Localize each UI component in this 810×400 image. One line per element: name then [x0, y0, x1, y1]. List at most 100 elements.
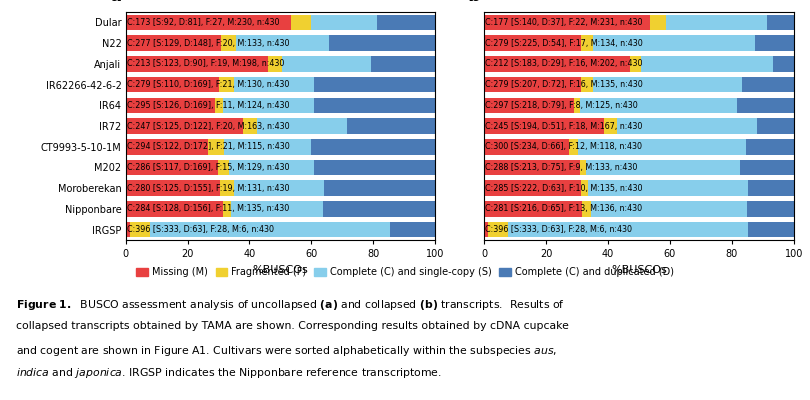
Text: C:288 [S:213, D:75], F:9, M:133, n:430: C:288 [S:213, D:75], F:9, M:133, n:430 — [485, 163, 637, 172]
Bar — [742, 77, 794, 92]
Bar — [740, 160, 794, 175]
Bar — [126, 139, 208, 154]
Bar — [746, 139, 794, 154]
Bar — [219, 160, 229, 175]
Bar — [484, 14, 650, 30]
Bar — [126, 77, 220, 92]
Text: C:396 [S:333, D:63], F:28, M:6, n:430: C:396 [S:333, D:63], F:28, M:6, n:430 — [127, 225, 274, 234]
Bar — [292, 14, 311, 30]
Text: C:300 [S:234, D:66], F:12, M:118, n:430: C:300 [S:234, D:66], F:12, M:118, n:430 — [485, 142, 642, 151]
X-axis label: %BUSCOs: %BUSCOs — [611, 264, 667, 274]
Text: C:245 [S:194, D:51], F:18, M:167, n:430: C:245 [S:194, D:51], F:18, M:167, n:430 — [485, 122, 642, 130]
Bar — [126, 160, 219, 175]
Bar — [582, 201, 591, 217]
Bar — [484, 139, 569, 154]
Bar — [150, 222, 390, 238]
Text: b: b — [468, 0, 481, 5]
Bar — [126, 14, 292, 30]
Bar — [667, 14, 767, 30]
Text: C:285 [S:222, D:63], F:10, M:135, n:430: C:285 [S:222, D:63], F:10, M:135, n:430 — [485, 184, 642, 193]
Bar — [323, 201, 436, 217]
Bar — [509, 222, 748, 238]
Bar — [233, 180, 324, 196]
Bar — [311, 14, 377, 30]
Bar — [488, 222, 509, 238]
Bar — [748, 180, 794, 196]
Text: C:286 [S:117, D:169], F:15, M:129, n:430: C:286 [S:117, D:169], F:15, M:129, n:430 — [127, 163, 289, 172]
Text: and cogent are shown in Figure A1. Cultivars were sorted alphabetically within t: and cogent are shown in Figure A1. Culti… — [16, 344, 557, 358]
Bar — [347, 118, 436, 134]
Bar — [208, 139, 224, 154]
Bar — [747, 201, 794, 217]
Bar — [484, 222, 488, 238]
Bar — [311, 139, 436, 154]
Bar — [220, 180, 233, 196]
Text: C:396 [S:333, D:63], F:28, M:6, n:430: C:396 [S:333, D:63], F:28, M:6, n:430 — [485, 225, 633, 234]
Bar — [484, 77, 582, 92]
Bar — [569, 139, 578, 154]
Bar — [593, 35, 755, 51]
Bar — [126, 118, 243, 134]
Bar — [574, 98, 580, 113]
Text: C:213 [S:123, D:90], F:19, M:198, n:430: C:213 [S:123, D:90], F:19, M:198, n:430 — [127, 59, 284, 68]
Bar — [224, 139, 312, 154]
Bar — [126, 201, 223, 217]
Bar — [370, 56, 436, 72]
Text: C:247 [S:125, D:122], F:20, M:163, n:430: C:247 [S:125, D:122], F:20, M:163, n:430 — [127, 122, 289, 130]
Bar — [581, 35, 593, 51]
Text: C:277 [S:129, D:148], F:20, M:133, n:430: C:277 [S:129, D:148], F:20, M:133, n:430 — [127, 38, 289, 48]
Text: a: a — [110, 0, 122, 5]
Bar — [324, 180, 436, 196]
Bar — [582, 77, 593, 92]
Bar — [484, 118, 604, 134]
Text: C:281 [S:216, D:65], F:13, M:136, n:430: C:281 [S:216, D:65], F:13, M:136, n:430 — [485, 204, 642, 214]
Text: C:177 [S:140, D:37], F:22, M:231, n:430: C:177 [S:140, D:37], F:22, M:231, n:430 — [485, 18, 642, 27]
Text: C:295 [S:126, D:169], F:11, M:124, n:430: C:295 [S:126, D:169], F:11, M:124, n:430 — [127, 101, 289, 110]
Text: C:212 [S:183, D:29], F:16, M:202, n:430: C:212 [S:183, D:29], F:16, M:202, n:430 — [485, 59, 642, 68]
Text: collapsed transcripts obtained by TAMA are shown. Corresponding results obtained: collapsed transcripts obtained by TAMA a… — [16, 321, 569, 331]
Bar — [580, 160, 586, 175]
Bar — [126, 222, 130, 238]
Bar — [229, 160, 313, 175]
Bar — [484, 35, 581, 51]
Bar — [737, 98, 794, 113]
Bar — [591, 201, 747, 217]
Bar — [757, 118, 794, 134]
Bar — [126, 98, 215, 113]
Bar — [268, 56, 282, 72]
Text: C:279 [S:207, D:72], F:16, M:135, n:430: C:279 [S:207, D:72], F:16, M:135, n:430 — [485, 80, 643, 89]
Bar — [593, 77, 742, 92]
Bar — [220, 77, 234, 92]
Bar — [773, 56, 794, 72]
Bar — [390, 222, 436, 238]
Bar — [223, 98, 313, 113]
Bar — [126, 56, 268, 72]
Text: C:297 [S:218, D:79], F:8, M:125, n:430: C:297 [S:218, D:79], F:8, M:125, n:430 — [485, 101, 638, 110]
Legend: Missing (M), Fragmented (F), Complete (C) and single-copy (S), Complete (C) and : Missing (M), Fragmented (F), Complete (C… — [133, 263, 677, 281]
Bar — [231, 201, 323, 217]
Bar — [215, 98, 223, 113]
Bar — [377, 14, 435, 30]
Text: C:173 [S:92, D:81], F:27, M:230, n:430: C:173 [S:92, D:81], F:27, M:230, n:430 — [127, 18, 279, 27]
Bar — [329, 35, 436, 51]
Bar — [484, 201, 582, 217]
Bar — [234, 77, 313, 92]
Bar — [313, 160, 436, 175]
Text: C:279 [S:225, D:54], F:17, M:134, n:430: C:279 [S:225, D:54], F:17, M:134, n:430 — [485, 38, 643, 48]
Text: $\mathbf{Figure\ 1.}$  BUSCO assessment analysis of uncollapsed $\mathbf{(a)}$ a: $\mathbf{Figure\ 1.}$ BUSCO assessment a… — [16, 298, 565, 312]
Bar — [223, 201, 231, 217]
Bar — [580, 98, 737, 113]
Bar — [258, 118, 347, 134]
Bar — [582, 180, 588, 196]
Bar — [748, 222, 794, 238]
Bar — [586, 160, 740, 175]
Text: C:279 [S:110, D:169], F:21, M:130, n:430: C:279 [S:110, D:169], F:21, M:130, n:430 — [127, 80, 289, 89]
Bar — [578, 139, 746, 154]
Bar — [755, 35, 794, 51]
Bar — [650, 14, 667, 30]
Bar — [221, 35, 236, 51]
Bar — [236, 35, 329, 51]
X-axis label: %BUSCOs: %BUSCOs — [253, 264, 309, 274]
Text: C:294 [S:122, D:172], F:21, M:115, n:430: C:294 [S:122, D:172], F:21, M:115, n:430 — [127, 142, 289, 151]
Bar — [243, 118, 258, 134]
